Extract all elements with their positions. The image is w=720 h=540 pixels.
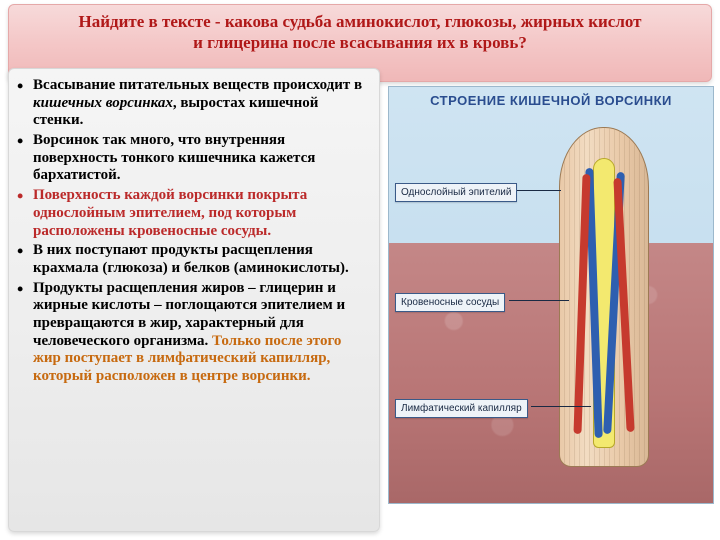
tissue-background bbox=[389, 243, 713, 503]
list-item: Продукты расщепления жиров – глицерин и … bbox=[15, 280, 369, 386]
artery-1 bbox=[573, 174, 590, 434]
text-fragment: Ворсинок так много, что внутренняя повер… bbox=[33, 132, 315, 183]
lead-lymph bbox=[531, 406, 591, 407]
list-item: Поверхность каждой ворсинки покрыта одно… bbox=[15, 187, 369, 240]
text-fragment: Всасывание питательных веществ происходи… bbox=[33, 77, 362, 93]
label-blood-vessels: Кровеносные сосуды bbox=[395, 293, 505, 312]
lead-blood bbox=[509, 300, 569, 301]
lead-epithelium bbox=[517, 190, 561, 191]
list-item: В них поступают продукты расщепления кра… bbox=[15, 242, 369, 277]
header-line-2: и глицерина после всасывания их в кровь? bbox=[19, 32, 701, 53]
list-item: Ворсинок так много, что внутренняя повер… bbox=[15, 132, 369, 185]
list-item: Всасывание питательных веществ происходи… bbox=[15, 77, 369, 130]
text-fragment: кишечных ворсинках bbox=[33, 95, 173, 111]
villus-diagram: СТРОЕНИЕ КИШЕЧНОЙ ВОРСИНКИ Однослойный э… bbox=[388, 86, 714, 504]
villus-shape bbox=[559, 127, 649, 467]
text-panel: Всасывание питательных веществ происходи… bbox=[8, 68, 380, 532]
label-epithelium: Однослойный эпителий bbox=[395, 183, 517, 202]
text-fragment: Поверхность каждой ворсинки покрыта одно… bbox=[33, 187, 307, 238]
text-fragment: В них поступают продукты расщепления кра… bbox=[33, 242, 349, 276]
header-line-1: Найдите в тексте - какова судьба аминоки… bbox=[19, 11, 701, 32]
bullet-list: Всасывание питательных веществ происходи… bbox=[15, 77, 369, 386]
diagram-title: СТРОЕНИЕ КИШЕЧНОЙ ВОРСИНКИ bbox=[389, 93, 713, 108]
label-lymph-capillary: Лимфатический капилляр bbox=[395, 399, 528, 418]
